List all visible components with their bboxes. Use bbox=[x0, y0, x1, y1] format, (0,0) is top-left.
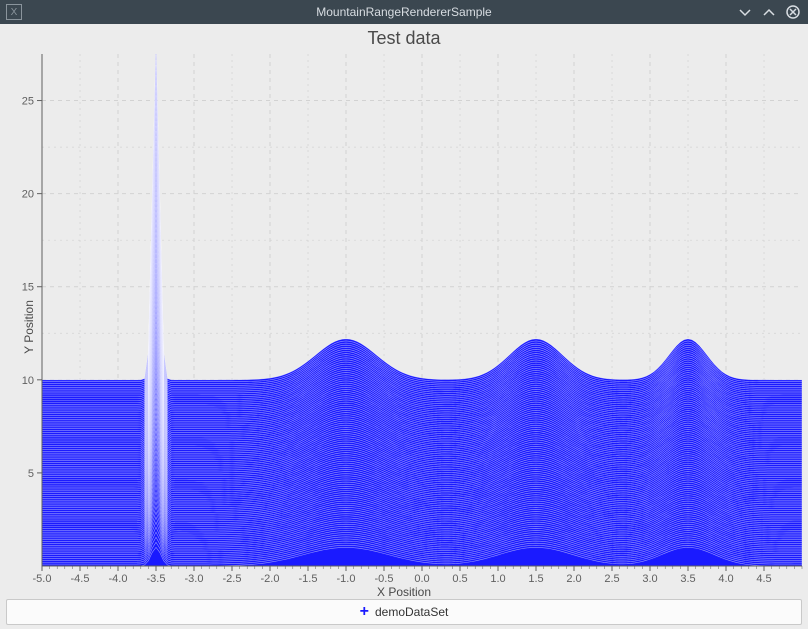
svg-text:1.5: 1.5 bbox=[528, 573, 543, 585]
svg-text:-3.0: -3.0 bbox=[185, 573, 204, 585]
svg-text:-4.0: -4.0 bbox=[109, 573, 128, 585]
svg-text:0.5: 0.5 bbox=[452, 573, 467, 585]
svg-text:-0.5: -0.5 bbox=[375, 573, 394, 585]
svg-text:2.5: 2.5 bbox=[604, 573, 619, 585]
window-titlebar: X MountainRangeRendererSample bbox=[0, 0, 808, 24]
chart-title: Test data bbox=[0, 28, 808, 49]
svg-text:20: 20 bbox=[22, 189, 34, 201]
svg-text:10: 10 bbox=[22, 375, 34, 387]
chart-plot[interactable]: -5.0 -4.5 -4.0 -3.5 -3.0 -2.5 -2.0 -1.5 -1.0 -0.5… bbox=[0, 24, 808, 599]
y-axis-label: Y Position bbox=[22, 300, 36, 354]
svg-text:-1.5: -1.5 bbox=[299, 573, 318, 585]
minimize-icon[interactable] bbox=[738, 5, 752, 19]
svg-text:25: 25 bbox=[22, 96, 34, 108]
svg-text:-1.0: -1.0 bbox=[337, 573, 356, 585]
svg-text:3.5: 3.5 bbox=[680, 573, 695, 585]
svg-text:-3.5: -3.5 bbox=[147, 573, 166, 585]
svg-text:-5.0: -5.0 bbox=[33, 573, 52, 585]
maximize-icon[interactable] bbox=[762, 5, 776, 19]
svg-text:-2.0: -2.0 bbox=[261, 573, 280, 585]
legend-label: demoDataSet bbox=[375, 605, 448, 619]
svg-text:15: 15 bbox=[22, 282, 34, 294]
svg-text:-4.5: -4.5 bbox=[71, 573, 90, 585]
svg-text:-2.5: -2.5 bbox=[223, 573, 242, 585]
svg-text:0.0: 0.0 bbox=[414, 573, 429, 585]
svg-text:5: 5 bbox=[28, 468, 34, 480]
legend: + demoDataSet bbox=[6, 599, 802, 625]
chart-container: Test data Y Position X Position -5.0 -4.5… bbox=[0, 24, 808, 629]
svg-text:4.5: 4.5 bbox=[756, 573, 771, 585]
x-axis-label: X Position bbox=[0, 585, 808, 599]
svg-text:1.0: 1.0 bbox=[490, 573, 505, 585]
app-icon: X bbox=[6, 4, 22, 20]
close-icon[interactable] bbox=[786, 5, 800, 19]
window-title: MountainRangeRendererSample bbox=[0, 5, 808, 19]
svg-text:3.0: 3.0 bbox=[642, 573, 657, 585]
svg-text:2.0: 2.0 bbox=[566, 573, 581, 585]
svg-text:4.0: 4.0 bbox=[718, 573, 733, 585]
